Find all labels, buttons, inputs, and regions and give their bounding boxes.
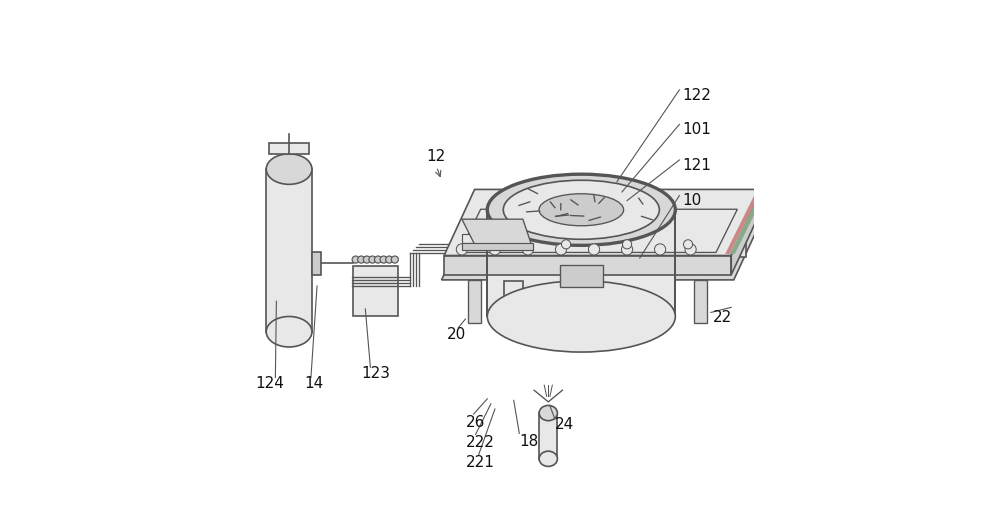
Ellipse shape: [487, 281, 675, 352]
Text: 124: 124: [255, 376, 284, 391]
Text: 101: 101: [682, 122, 711, 137]
Ellipse shape: [503, 180, 659, 239]
Circle shape: [358, 256, 365, 263]
Ellipse shape: [266, 154, 312, 184]
Bar: [353, 266, 398, 316]
Circle shape: [374, 256, 382, 263]
Ellipse shape: [266, 316, 312, 347]
Ellipse shape: [539, 405, 557, 421]
Bar: [694, 280, 707, 323]
Circle shape: [588, 244, 600, 255]
Text: 12: 12: [426, 149, 446, 164]
Text: 24: 24: [554, 417, 574, 432]
Bar: [462, 243, 533, 250]
Polygon shape: [462, 219, 533, 249]
Text: 18: 18: [519, 433, 539, 449]
Circle shape: [683, 240, 693, 249]
Ellipse shape: [487, 174, 675, 245]
Circle shape: [622, 240, 632, 249]
Polygon shape: [442, 214, 764, 280]
Text: 122: 122: [682, 88, 711, 103]
Bar: [269, 143, 309, 154]
Ellipse shape: [539, 194, 624, 226]
Bar: [733, 219, 746, 257]
Circle shape: [363, 256, 370, 263]
Text: 123: 123: [362, 366, 391, 381]
Polygon shape: [487, 210, 675, 316]
Circle shape: [654, 244, 666, 255]
Circle shape: [522, 244, 534, 255]
Bar: [266, 169, 312, 332]
Polygon shape: [731, 190, 762, 275]
Circle shape: [621, 244, 633, 255]
Circle shape: [369, 256, 376, 263]
Text: 26: 26: [465, 415, 485, 430]
Bar: [498, 214, 512, 257]
Text: 10: 10: [682, 193, 701, 208]
Text: 121: 121: [682, 157, 711, 173]
Text: 221: 221: [465, 455, 494, 470]
Circle shape: [352, 256, 359, 263]
Ellipse shape: [539, 451, 557, 467]
Circle shape: [391, 256, 398, 263]
Bar: [725, 214, 738, 257]
Bar: [312, 252, 321, 275]
Text: 22: 22: [712, 310, 732, 325]
Circle shape: [380, 256, 387, 263]
Circle shape: [561, 240, 571, 249]
Bar: [462, 234, 523, 243]
Text: 222: 222: [465, 435, 494, 450]
Circle shape: [456, 244, 467, 255]
Bar: [504, 282, 523, 323]
Bar: [560, 265, 603, 287]
Polygon shape: [444, 190, 762, 256]
Bar: [468, 280, 481, 323]
Polygon shape: [725, 193, 760, 254]
Circle shape: [480, 240, 489, 249]
Circle shape: [555, 244, 567, 255]
Circle shape: [685, 244, 696, 255]
Polygon shape: [444, 256, 731, 275]
Text: 20: 20: [447, 327, 466, 342]
Bar: [539, 413, 557, 459]
Circle shape: [386, 256, 393, 263]
Circle shape: [489, 244, 501, 255]
Polygon shape: [730, 193, 765, 254]
Text: 14: 14: [304, 376, 324, 391]
Circle shape: [521, 240, 530, 249]
